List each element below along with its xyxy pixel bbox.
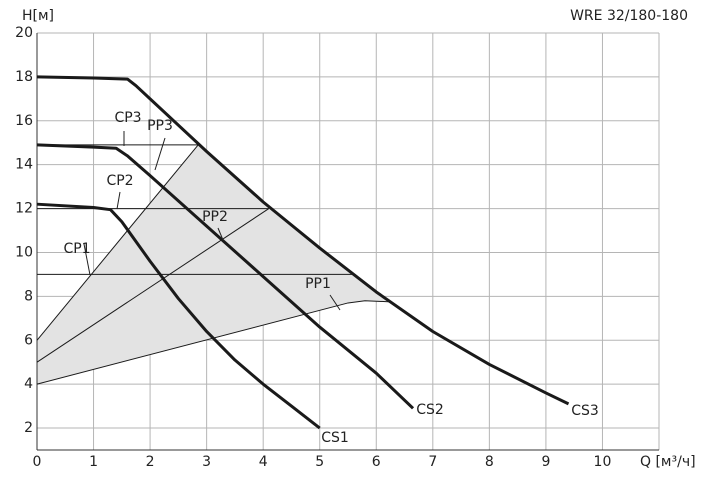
- series-label: PP2: [202, 209, 228, 225]
- x-tick-label: 4: [259, 454, 268, 470]
- leader-line: [154, 137, 166, 171]
- x-tick-label: 1: [89, 454, 98, 470]
- x-axis-label: Q [м³/ч]: [640, 454, 696, 470]
- series-label: CS2: [416, 402, 444, 418]
- chart-title: WRE 32/180-180: [570, 8, 688, 24]
- pump-curve: [36, 75, 570, 406]
- y-tick-label: 18: [15, 69, 33, 85]
- x-tick-label: 7: [428, 454, 437, 470]
- y-tick-label: 4: [24, 376, 33, 392]
- control-line: [36, 144, 199, 341]
- x-tick-label: 6: [372, 454, 381, 470]
- x-tick-label: 2: [146, 454, 155, 470]
- x-tick-label: 8: [485, 454, 494, 470]
- y-tick-label: 12: [15, 201, 33, 217]
- x-tick-label: 5: [315, 454, 324, 470]
- series-label: CS1: [321, 430, 349, 446]
- x-tick-label: 0: [33, 454, 42, 470]
- series-label: CP3: [114, 110, 141, 126]
- x-tick-label: 3: [202, 454, 211, 470]
- control-line: [36, 300, 391, 385]
- series-label: CP1: [63, 241, 90, 257]
- operating-range: [37, 144, 391, 385]
- y-tick-label: 14: [15, 157, 33, 173]
- y-tick-label: 16: [15, 113, 33, 129]
- leader-line: [217, 227, 224, 241]
- pump-curve: [36, 143, 415, 410]
- series-label: CP2: [106, 173, 133, 189]
- control-line: [36, 208, 270, 363]
- series-label: CS3: [571, 403, 599, 419]
- leader-line: [83, 243, 91, 276]
- series-label: PP3: [147, 118, 173, 134]
- y-tick-label: 6: [24, 332, 33, 348]
- y-tick-label: 10: [15, 244, 33, 260]
- leader-line: [329, 294, 341, 311]
- leader-line: [116, 191, 121, 210]
- y-tick-label: 2: [24, 420, 33, 436]
- x-tick-label: 9: [541, 454, 550, 470]
- y-axis-label: H[м]: [22, 8, 54, 24]
- y-tick-label: 8: [24, 288, 33, 304]
- x-tick-label: 10: [594, 454, 612, 470]
- y-tick-label: 20: [15, 25, 33, 41]
- series-label: PP1: [305, 276, 331, 292]
